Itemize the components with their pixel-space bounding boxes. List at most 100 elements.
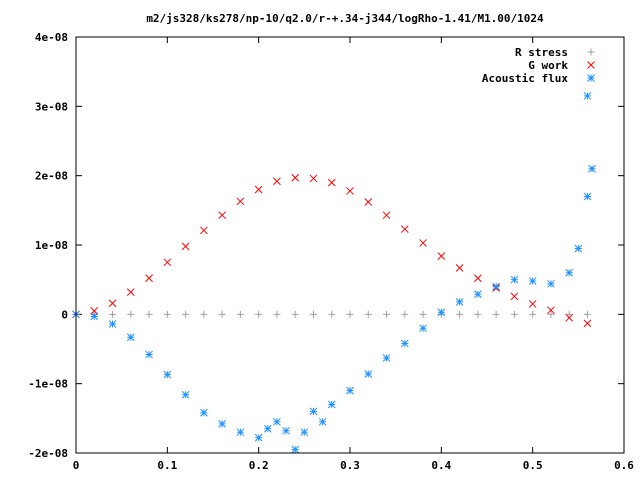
legend-label: R stress bbox=[515, 46, 568, 59]
legend-marker bbox=[587, 74, 595, 82]
data-point bbox=[510, 310, 518, 318]
data-point bbox=[318, 417, 327, 426]
x-tick-label: 0.4 bbox=[431, 459, 451, 472]
data-point bbox=[474, 274, 482, 283]
data-point bbox=[263, 424, 272, 433]
data-point bbox=[236, 310, 244, 318]
data-point bbox=[474, 290, 482, 299]
data-point bbox=[273, 417, 281, 426]
data-point bbox=[437, 308, 446, 317]
data-point bbox=[291, 173, 300, 182]
y-tick-label: 0 bbox=[61, 308, 68, 321]
y-tick-label: 1e-08 bbox=[35, 239, 68, 252]
y-tick-label: 4e-08 bbox=[35, 31, 68, 44]
data-point bbox=[181, 390, 190, 399]
data-point bbox=[437, 252, 446, 260]
data-point bbox=[346, 386, 354, 395]
data-point bbox=[547, 279, 555, 288]
data-point bbox=[126, 333, 135, 342]
data-point bbox=[364, 198, 373, 206]
data-point bbox=[126, 288, 135, 297]
y-tick-label: 3e-08 bbox=[35, 100, 68, 113]
chart-title: m2/js328/ks278/np-10/q2.0/r-+.34-j344/lo… bbox=[146, 12, 544, 25]
data-point bbox=[383, 310, 391, 318]
data-point bbox=[474, 310, 482, 318]
data-point bbox=[109, 310, 117, 318]
data-point bbox=[492, 282, 500, 291]
data-point bbox=[145, 310, 153, 318]
x-tick-label: 0.5 bbox=[523, 459, 543, 472]
data-point bbox=[90, 312, 99, 321]
data-point bbox=[254, 185, 263, 194]
data-point bbox=[218, 310, 226, 318]
data-point bbox=[291, 310, 299, 318]
data-point bbox=[583, 192, 592, 201]
data-point bbox=[182, 310, 190, 318]
data-point bbox=[236, 428, 245, 437]
data-point bbox=[382, 211, 391, 220]
data-point bbox=[547, 310, 555, 318]
data-point bbox=[328, 310, 336, 318]
data-point bbox=[528, 277, 537, 285]
data-point bbox=[127, 310, 135, 318]
data-point bbox=[588, 164, 596, 173]
data-point bbox=[565, 268, 574, 277]
data-point bbox=[492, 310, 500, 318]
y-tick-label: 2e-08 bbox=[35, 170, 68, 183]
data-point bbox=[255, 310, 263, 318]
data-point bbox=[419, 239, 427, 247]
data-point bbox=[583, 319, 592, 328]
data-point bbox=[108, 320, 117, 328]
data-point bbox=[510, 292, 519, 301]
data-point bbox=[218, 420, 226, 428]
data-point bbox=[510, 275, 519, 284]
data-point bbox=[327, 400, 336, 409]
x-tick-label: 0.6 bbox=[614, 459, 634, 472]
data-point bbox=[90, 307, 99, 315]
data-point bbox=[200, 408, 208, 417]
data-point bbox=[273, 310, 281, 318]
data-point bbox=[200, 310, 208, 318]
x-tick-label: 0.2 bbox=[249, 459, 269, 472]
data-point bbox=[364, 310, 372, 318]
legend-label: Acoustic flux bbox=[482, 72, 568, 85]
data-point bbox=[583, 92, 592, 100]
data-point bbox=[565, 310, 573, 318]
data-point bbox=[273, 177, 281, 186]
data-point bbox=[456, 310, 464, 318]
data-point bbox=[200, 226, 208, 235]
data-point bbox=[236, 197, 245, 206]
data-point bbox=[400, 339, 409, 348]
x-tick-label: 0 bbox=[73, 459, 80, 472]
legend-marker bbox=[587, 61, 595, 69]
data-point bbox=[181, 242, 190, 251]
data-point bbox=[218, 211, 226, 220]
data-point bbox=[346, 187, 354, 195]
x-tick-label: 0.1 bbox=[157, 459, 177, 472]
data-point bbox=[419, 324, 427, 333]
data-point bbox=[309, 407, 318, 416]
y-tick-label: -2e-08 bbox=[28, 447, 68, 460]
data-point bbox=[145, 274, 153, 283]
data-point bbox=[300, 428, 309, 437]
data-point bbox=[327, 178, 336, 187]
data-point bbox=[163, 370, 172, 379]
data-point bbox=[163, 258, 172, 267]
data-point bbox=[108, 299, 117, 308]
data-point bbox=[574, 244, 583, 253]
data-point bbox=[309, 174, 318, 183]
data-point bbox=[419, 310, 427, 318]
data-point bbox=[565, 313, 574, 322]
legend-label: G work bbox=[528, 59, 568, 72]
data-point bbox=[583, 310, 591, 318]
plot-frame bbox=[75, 36, 625, 454]
data-point bbox=[547, 306, 555, 315]
data-point bbox=[400, 225, 409, 233]
data-point bbox=[455, 297, 464, 306]
x-tick-label: 0.3 bbox=[340, 459, 360, 472]
data-point bbox=[254, 433, 263, 442]
data-point bbox=[401, 310, 409, 318]
data-point bbox=[282, 426, 290, 435]
